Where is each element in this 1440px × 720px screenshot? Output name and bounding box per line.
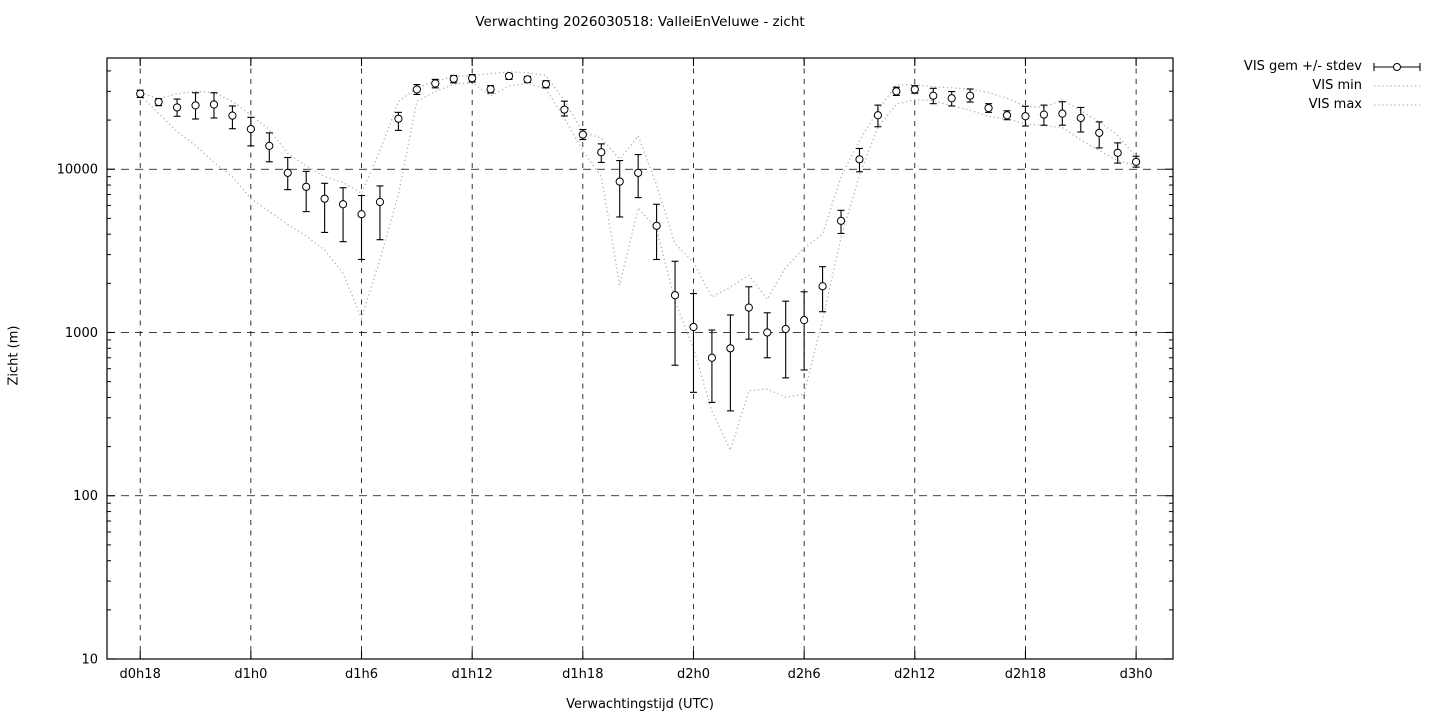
data-point (449, 74, 458, 83)
y-tick-label: 10 (81, 653, 98, 668)
data-point (966, 91, 975, 100)
data-point (431, 79, 440, 88)
x-tick-label: d0h18 (120, 667, 161, 682)
data-point (394, 114, 403, 123)
data-point (652, 221, 661, 230)
data-point (191, 101, 200, 110)
data-point (412, 85, 421, 94)
legend-label-mean: VIS gem +/- stdev (1243, 59, 1362, 74)
data-point (947, 94, 956, 103)
legend: VIS gem +/- stdev VIS min VIS max (1244, 57, 1422, 114)
data-point (338, 200, 348, 209)
data-point (1076, 113, 1085, 123)
data-point (523, 75, 532, 84)
data-point (1132, 157, 1141, 166)
vis-min-line (139, 81, 1137, 452)
y-tick-label: 100 (73, 489, 98, 504)
y-tick-label: 1000 (65, 326, 98, 341)
data-point (136, 89, 145, 98)
x-tick-label: d1h0 (234, 667, 267, 682)
y-tick-label: 10000 (57, 163, 98, 178)
data-point (486, 85, 495, 94)
dotted-line-sample-icon (1374, 103, 1420, 106)
data-point (320, 194, 329, 203)
data-point (800, 316, 809, 325)
data-point (1021, 112, 1030, 121)
dotted-line-sample-icon (1374, 84, 1420, 87)
data-point (1113, 148, 1122, 157)
data-point (375, 197, 385, 207)
data-point (818, 282, 827, 291)
data-point (265, 141, 274, 150)
data-point (929, 91, 938, 100)
plot-border (106, 57, 1174, 660)
data-point (541, 80, 551, 89)
data-point (634, 168, 643, 177)
data-point (1095, 128, 1104, 137)
chart-title: Verwachting 2026030518: ValleiEnVeluwe -… (475, 14, 805, 30)
data-point (1058, 109, 1067, 118)
data-point (560, 105, 569, 114)
data-point (209, 100, 219, 109)
legend-entry-mean: VIS gem +/- stdev (1244, 57, 1422, 76)
data-point (154, 97, 163, 107)
x-tick-label: d3h0 (1120, 667, 1153, 682)
data-point (504, 71, 514, 81)
data-point (283, 168, 292, 177)
data-point (1002, 111, 1012, 120)
data-point (984, 103, 993, 113)
x-tick-label: d1h6 (345, 667, 378, 682)
legend-entry-min: VIS min (1244, 76, 1422, 95)
data-point (781, 324, 790, 334)
data-point (855, 155, 864, 164)
data-point (246, 125, 255, 134)
x-tick-label: d2h18 (1005, 667, 1046, 682)
data-point (302, 182, 311, 191)
x-axis-title: Verwachtingstijd (UTC) (566, 697, 714, 712)
x-tick-label: d2h6 (788, 667, 821, 682)
data-point (707, 353, 717, 362)
data-point (172, 103, 182, 112)
legend-entry-max: VIS max (1244, 95, 1422, 114)
legend-label-min: VIS min (1312, 78, 1362, 93)
data-point (670, 291, 680, 300)
data-point (357, 210, 366, 219)
data-point (910, 85, 919, 94)
legend-label-max: VIS max (1308, 97, 1362, 112)
data-point (892, 87, 901, 96)
data-point (228, 111, 237, 120)
data-point (615, 177, 624, 186)
data-point (726, 344, 735, 353)
x-tick-label: d2h0 (677, 667, 710, 682)
x-tick-label: d1h18 (562, 667, 603, 682)
data-point (763, 328, 772, 337)
data-point (836, 216, 846, 225)
data-point (468, 74, 477, 83)
x-tick-label: d1h12 (452, 667, 493, 682)
data-point (1039, 110, 1048, 119)
data-point (689, 322, 698, 332)
data-point (597, 148, 606, 157)
data-point (873, 111, 883, 120)
x-tick-label: d2h12 (894, 667, 935, 682)
data-point (744, 303, 753, 312)
data-point (578, 130, 587, 139)
errorbar-sample-icon (1373, 62, 1421, 71)
